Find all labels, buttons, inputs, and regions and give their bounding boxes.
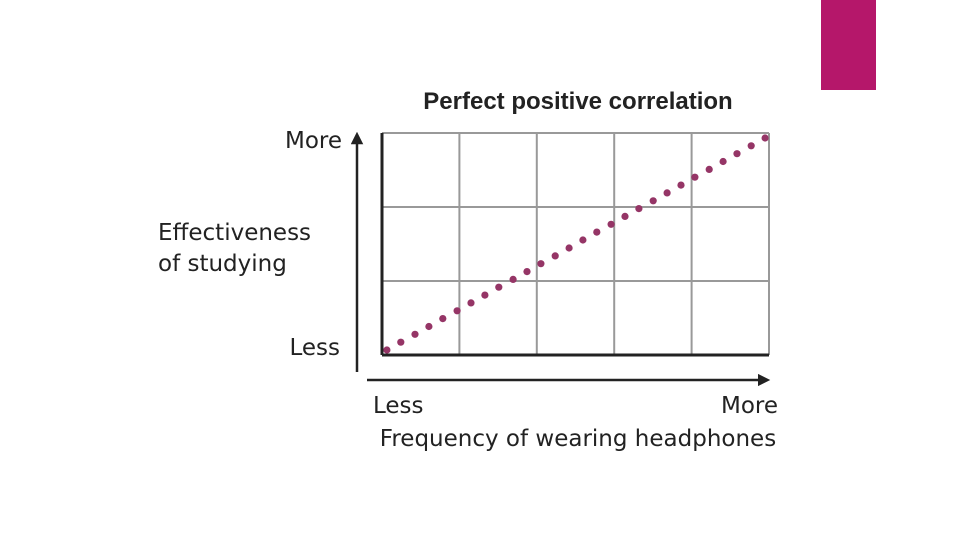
data-point [733,150,741,158]
data-point [579,236,587,244]
data-point [705,165,713,173]
data-point [495,283,503,291]
data-point [481,291,489,299]
data-point [523,268,531,276]
y-tick-high: More [285,128,342,154]
y-tick-low: Less [289,335,340,361]
data-point [383,346,391,354]
data-point [663,189,671,197]
data-point [467,299,475,307]
data-point [719,157,727,166]
data-point [439,315,447,323]
accent-bar [821,0,876,90]
data-point [593,228,601,236]
grid [382,132,770,355]
data-point [691,173,699,181]
data-point [453,307,461,315]
x-tick-high: More [721,393,778,419]
data-point [677,181,685,189]
chart-title: Perfect positive correlation [423,88,732,115]
data-point [425,322,433,331]
x-axis-label: Frequency of wearing headphones [380,426,776,452]
data-point [551,252,559,260]
data-point [565,244,573,252]
data-point [747,142,755,150]
data-point [537,260,545,268]
data-point [411,330,419,338]
y-axis-label-line1: Effectiveness [158,220,311,246]
data-point [761,134,769,142]
data-point [649,197,657,205]
y-axis-label-line2: of studying [158,251,287,277]
data-point [509,275,517,283]
data-point [635,205,643,213]
data-points [383,134,769,354]
data-point [607,220,615,228]
data-point [397,338,405,346]
data-point [621,212,629,220]
x-tick-low: Less [373,393,424,419]
axes [350,131,771,387]
